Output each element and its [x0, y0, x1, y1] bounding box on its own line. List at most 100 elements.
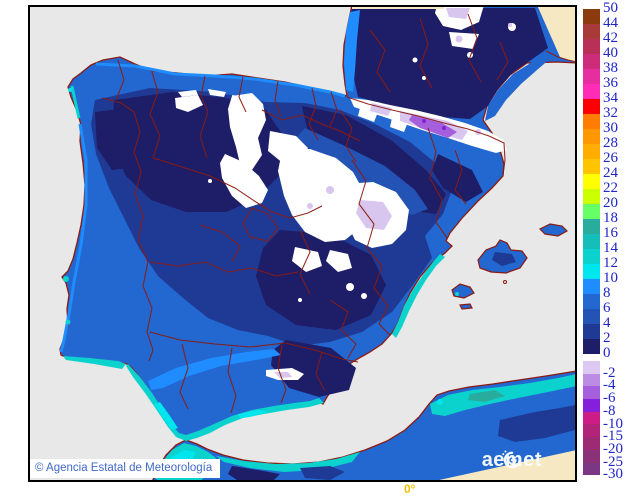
snow-and-frost-layer-shape: [446, 8, 470, 19]
colorbar-swatch: [583, 174, 600, 189]
aemet-swirl-icon-shape: [501, 457, 504, 460]
colorbar-swatch: [583, 373, 600, 387]
colorbar-swatch: [583, 99, 600, 114]
snow-and-frost-layer-shape: [220, 154, 268, 208]
colorbar-label: 28: [603, 135, 618, 152]
admin-borders-layer-shape: [199, 224, 241, 263]
admin-borders-layer-shape: [159, 159, 323, 219]
colorbar-swatch: [583, 264, 600, 279]
admin-borders-layer-shape: [199, 75, 209, 159]
admin-borders-layer-shape: [454, 149, 467, 205]
admin-borders-layer-shape: [261, 109, 361, 142]
snow-and-frost-layer-shape: [508, 23, 512, 27]
colorbar-label: -25: [603, 453, 623, 470]
colorbar-label: 8: [603, 285, 611, 302]
aemet-swirl-icon: [501, 450, 521, 469]
temperature-fill-layer-shape: [256, 230, 386, 330]
colorbar-swatch: [583, 69, 600, 84]
colorbar-label: 30: [603, 120, 618, 137]
snow-and-frost-layer-shape: [412, 57, 418, 63]
colorbar-swatch: [583, 411, 600, 425]
temperature-fill-layer-shape: [344, 10, 360, 92]
snow-and-frost-layer-shape: [307, 203, 313, 209]
admin-borders-layer-shape: [419, 17, 433, 89]
snow-and-frost-layer-shape: [274, 372, 292, 378]
longitude-label: 0°: [404, 482, 416, 496]
aemet-swirl-icon-shape: [507, 455, 517, 465]
snow-and-frost-layer-shape: [346, 283, 354, 291]
colorbar-swatch: [583, 114, 600, 129]
colorbar-swatch: [583, 449, 600, 463]
colorbar-label: 34: [603, 90, 618, 107]
temperature-fill-layer-shape: [271, 340, 356, 397]
colorbar-label: 38: [603, 60, 618, 77]
colorbar-label: 6: [603, 300, 611, 317]
colorbar-label: -15: [603, 428, 623, 445]
colorbar-label: -4: [603, 377, 616, 394]
no-data-corner-se: [439, 450, 575, 480]
colorbar-swatch: [583, 424, 600, 438]
admin-borders-layer-shape: [179, 343, 189, 410]
snow-and-frost-layer-shape: [175, 95, 203, 112]
snow-and-frost-layer-shape: [208, 179, 212, 183]
no-data-layer: [352, 7, 575, 480]
temperature-fill-layer-shape: [485, 52, 552, 121]
colorbar-label: 40: [603, 45, 618, 62]
snow-and-frost-layer-shape: [326, 186, 334, 194]
admin-borders-layer-shape: [308, 87, 319, 141]
colorbar-swatch: [583, 189, 600, 204]
snow-and-frost-layer-shape: [278, 149, 368, 242]
colorbar-swatch: [583, 309, 600, 324]
colorbar-swatch: [583, 84, 600, 99]
temperature-fill-layer-shape: [468, 390, 505, 402]
no-data-layer-shape: [545, 50, 575, 63]
colorbar-swatch: [583, 39, 600, 54]
admin-borders-layer-shape: [329, 299, 357, 359]
copyright-bar: © Agencia Estatal de Meteorología: [30, 459, 221, 478]
admin-borders-layer-shape: [315, 351, 326, 392]
snow-and-frost-layer-shape: [228, 93, 266, 170]
colorbar-label: 2: [603, 330, 611, 347]
colorbar-label: -10: [603, 415, 623, 432]
admin-borders-layer-shape: [329, 91, 338, 127]
admin-borders-layer-shape: [238, 76, 247, 113]
colorbar-label: -30: [603, 466, 623, 483]
admin-borders-layer-shape: [277, 344, 287, 404]
colorbar-label: 12: [603, 255, 618, 272]
admin-borders-layer-shape: [427, 127, 448, 239]
temperature-fill-layer-shape: [238, 410, 268, 418]
temperature-fill-layer-shape: [63, 276, 69, 282]
colorbar-label: -6: [603, 390, 616, 407]
temperature-fill-layer-shape: [65, 319, 71, 325]
snow-and-frost-layer-shape: [356, 200, 392, 230]
colorbar-label: -20: [603, 441, 623, 458]
colorbar-swatch: [583, 437, 600, 450]
admin-borders-layer-shape: [101, 97, 154, 362]
colorbar-label: 20: [603, 195, 618, 212]
admin-borders-layer-shape: [274, 80, 282, 117]
colorbar-lower-swatches: [583, 361, 600, 476]
colorbar-label: 14: [603, 240, 618, 257]
snow-and-frost-layer-shape: [298, 298, 302, 302]
temperature-fill-layer-shape: [70, 85, 81, 119]
balearic-islands-shape: [455, 292, 459, 296]
temperature-fill-layer-shape: [437, 399, 443, 405]
temperature-fill-layer-shape: [63, 356, 126, 369]
snow-and-frost-layer-shape: [361, 293, 367, 299]
colorbar-label: 36: [603, 75, 618, 92]
snow-and-frost-layer-shape: [442, 126, 446, 130]
admin-borders-layer-shape: [227, 347, 237, 414]
snow-and-frost-layer-shape: [409, 115, 457, 138]
colorbar-label: 18: [603, 210, 618, 227]
temperature-fill-layer-shape: [392, 254, 445, 338]
temperature-map: [30, 7, 575, 480]
colorbar-label: 0: [603, 345, 611, 362]
temperature-fill-layer-shape: [228, 466, 280, 480]
admin-borders-layer-shape: [149, 331, 359, 363]
colorbar-swatch: [583, 204, 600, 219]
temperature-fill-layer-shape: [350, 8, 548, 119]
temperature-fill-layer-shape: [95, 62, 346, 98]
temperature-fill-layer-shape: [300, 466, 345, 480]
admin-borders-layer-shape: [339, 109, 357, 163]
